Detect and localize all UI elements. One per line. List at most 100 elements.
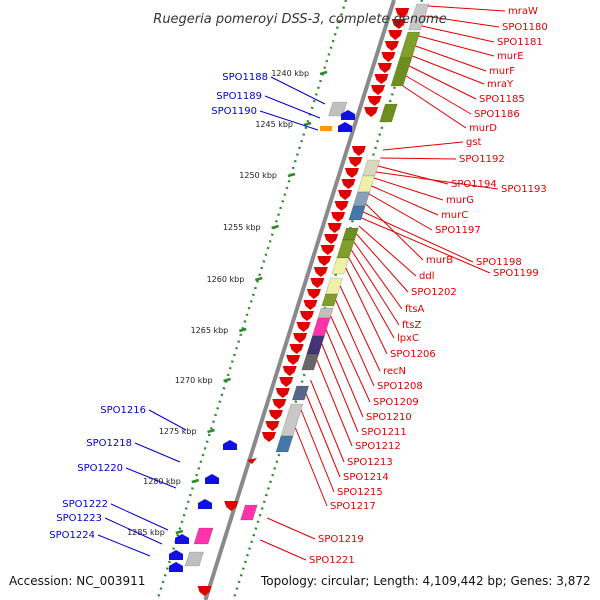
label-leader-line bbox=[353, 241, 403, 310]
reverse-gene-arrow bbox=[272, 399, 287, 409]
label-leader-line bbox=[380, 157, 457, 160]
kbp-label: 1275 kbp bbox=[159, 427, 197, 436]
reverse-gene-arrow bbox=[265, 421, 280, 431]
reverse-gene-label: SPO1186 bbox=[474, 109, 520, 120]
reverse-gene-arrow bbox=[303, 300, 318, 310]
reverse-gene-label: lpxC bbox=[397, 333, 419, 344]
reverse-gene-arrow bbox=[384, 41, 399, 51]
label-leader-line bbox=[358, 225, 417, 277]
gene-block bbox=[275, 435, 294, 453]
reverse-gene-arrow bbox=[279, 377, 294, 387]
forward-gene-arrow bbox=[205, 474, 219, 484]
reverse-gene-label: ftsZ bbox=[402, 320, 421, 331]
gene-block bbox=[408, 3, 430, 31]
gene-block bbox=[321, 293, 339, 307]
label-leader-line bbox=[295, 427, 328, 507]
kbp-tick bbox=[175, 529, 184, 535]
label-leader-line bbox=[316, 359, 353, 447]
label-leader-line bbox=[97, 534, 151, 557]
forward-gene-label: SPO1224 bbox=[49, 530, 95, 541]
label-leader-line bbox=[412, 55, 485, 85]
label-leader-line bbox=[270, 76, 326, 105]
reverse-gene-arrow bbox=[313, 267, 328, 277]
reverse-gene-arrow bbox=[320, 245, 335, 255]
reverse-gene-label: mraY bbox=[487, 79, 514, 90]
reverse-gene-label: murG bbox=[446, 195, 474, 206]
reverse-gene-label: SPO1199 bbox=[493, 268, 539, 279]
reverse-gene-label: SPO1185 bbox=[479, 94, 525, 105]
reverse-gene-label: SPO1193 bbox=[501, 184, 547, 195]
backbone-line bbox=[203, 0, 396, 600]
forward-gene-arrow bbox=[341, 110, 355, 120]
reverse-gene-arrow bbox=[388, 30, 403, 40]
label-leader-line bbox=[418, 35, 495, 57]
reverse-gene-label: SPO1213 bbox=[347, 457, 393, 468]
reverse-gene-arrow bbox=[391, 19, 406, 29]
gene-block bbox=[348, 205, 366, 221]
kbp-label: 1245 kbp bbox=[255, 120, 293, 129]
gene-block bbox=[342, 227, 359, 241]
reverse-gene-arrow bbox=[289, 344, 304, 354]
reverse-gene-arrow bbox=[224, 501, 239, 511]
label-leader-line bbox=[375, 171, 499, 190]
gene-block bbox=[399, 31, 421, 59]
kbp-tick bbox=[238, 327, 247, 333]
kbp-tick bbox=[207, 428, 215, 434]
label-leader-line bbox=[110, 503, 169, 531]
kbp-tick bbox=[254, 276, 263, 282]
gene-block bbox=[184, 551, 204, 567]
reverse-gene-arrow bbox=[377, 63, 392, 73]
reverse-gene-label: recN bbox=[383, 366, 406, 377]
reverse-gene-label: SPO1210 bbox=[366, 412, 412, 423]
label-leader-line bbox=[421, 25, 495, 43]
reverse-gene-label: SPO1215 bbox=[337, 487, 383, 498]
forward-gene-label: SPO1223 bbox=[56, 513, 102, 524]
reverse-gene-label: SPO1181 bbox=[497, 37, 543, 48]
reverse-gene-arrow bbox=[247, 458, 257, 464]
tick-layer: 1240 kbp 1245 kbp 1250 kbp 1255 kbp 1260 kbp… bbox=[127, 0, 424, 600]
reverse-gene-label: mraW bbox=[508, 6, 538, 17]
label-leader-line bbox=[260, 539, 307, 561]
reverse-gene-arrow bbox=[374, 74, 389, 84]
forward-gene-label: SPO1220 bbox=[77, 463, 123, 474]
label-leader-line bbox=[148, 409, 187, 431]
reverse-gene-arrow bbox=[296, 322, 311, 332]
kbp-label: 1250 kbp bbox=[239, 171, 277, 180]
reverse-gene-arrow bbox=[197, 586, 212, 596]
label-leader-line bbox=[125, 467, 177, 489]
gene-block bbox=[306, 335, 325, 355]
reverse-gene-arrow bbox=[331, 212, 346, 222]
reverse-gene-arrow bbox=[306, 289, 321, 299]
label-leader-line bbox=[259, 110, 319, 131]
kbp-tick bbox=[287, 172, 296, 178]
label-leader-line bbox=[335, 299, 375, 387]
reverse-gene-arrow bbox=[293, 333, 308, 343]
label-leader-line bbox=[339, 285, 381, 372]
reverse-gene-label: ddl bbox=[419, 271, 434, 282]
reverse-gene-arrow bbox=[381, 52, 396, 62]
reverse-gene-arrow bbox=[371, 85, 386, 95]
reverse-gene-arrow bbox=[261, 432, 276, 442]
label-leader-line bbox=[402, 85, 467, 129]
kbp-label: 1240 kbp bbox=[271, 69, 309, 78]
reverse-gene-arrow bbox=[395, 8, 410, 18]
label-leader-line bbox=[134, 442, 181, 463]
reverse-gene-arrow bbox=[351, 146, 366, 156]
kbp-tick bbox=[319, 70, 328, 76]
reverse-gene-label: SPO1194 bbox=[451, 179, 497, 190]
reverse-gene-arrow bbox=[364, 107, 379, 117]
label-leader-line bbox=[104, 517, 163, 545]
gene-block bbox=[336, 239, 355, 259]
label-leader-line bbox=[310, 379, 345, 463]
label-leader-line bbox=[371, 185, 439, 216]
kbp-label: 1280 kbp bbox=[143, 477, 181, 486]
label-leader-line bbox=[351, 249, 400, 326]
label-leader-line bbox=[368, 193, 433, 231]
reverse-gene-label: murE bbox=[497, 51, 524, 62]
gene-block bbox=[390, 57, 413, 87]
reverse-gene-arrow bbox=[310, 278, 325, 288]
reverse-gene-label: SPO1221 bbox=[309, 555, 355, 566]
reverse-gene-label: murC bbox=[441, 210, 468, 221]
reverse-gene-label: SPO1212 bbox=[355, 441, 401, 452]
kbp-label: 1260 kbp bbox=[207, 275, 245, 284]
